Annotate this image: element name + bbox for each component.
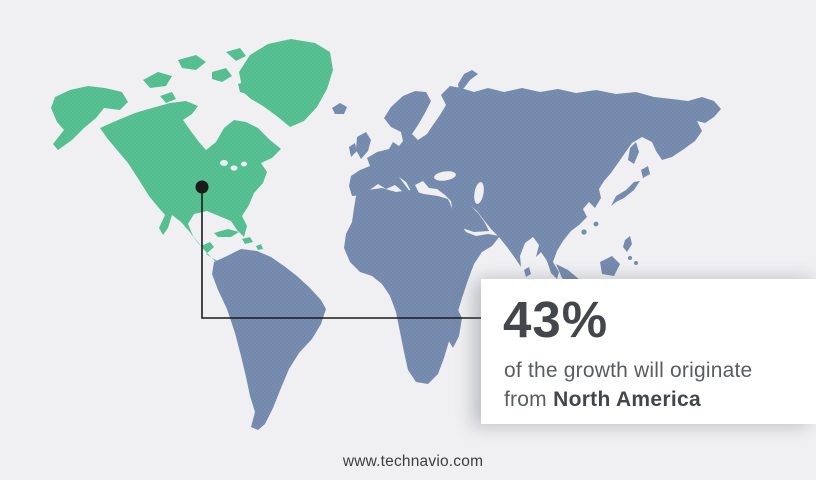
- region-north-america: [51, 39, 333, 269]
- stat-description: of the growth will originate from North A…: [504, 356, 806, 414]
- stat-description-line2-prefix: from: [504, 387, 547, 411]
- marker-dot: [195, 180, 209, 194]
- marker-connector-line: [201, 193, 483, 319]
- inland-seas: [220, 160, 484, 204]
- stat-description-line1: of the growth will originate: [504, 358, 753, 382]
- stat-value: 43%: [503, 291, 609, 348]
- stat-region-name: North America: [553, 387, 701, 411]
- footer-url: www.technavio.com: [342, 453, 484, 470]
- stat-callout-card: 43% of the growth will originate from Nor…: [481, 279, 816, 424]
